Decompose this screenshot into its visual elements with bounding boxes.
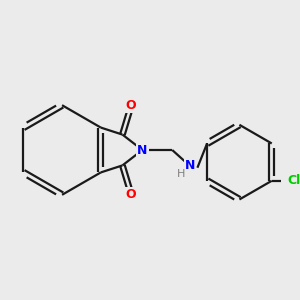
Text: O: O (126, 188, 136, 200)
Text: H: H (177, 169, 186, 179)
Text: N: N (137, 143, 148, 157)
Text: O: O (126, 100, 136, 112)
Text: N: N (185, 159, 195, 172)
Text: Cl: Cl (287, 174, 300, 187)
